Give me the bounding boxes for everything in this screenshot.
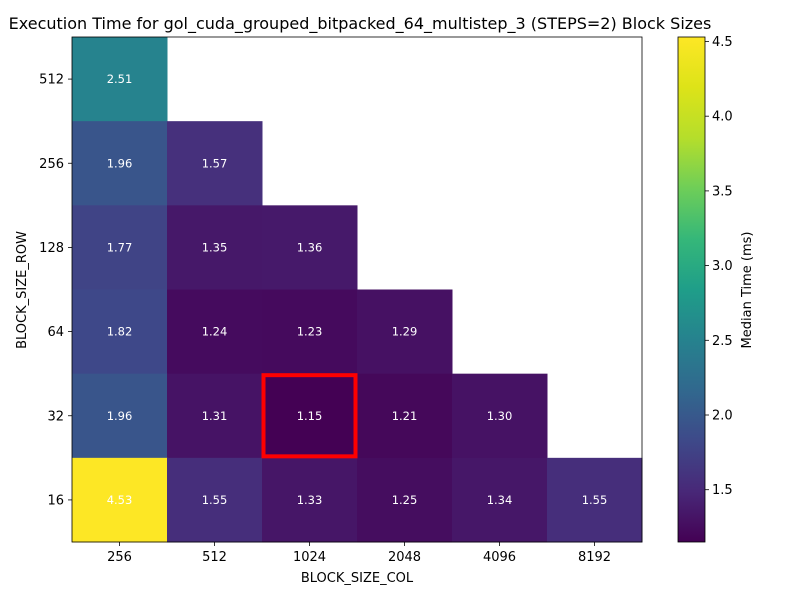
cell-value-label: 1.36 bbox=[297, 240, 323, 254]
heatmap-cell bbox=[547, 457, 643, 543]
colorbar-tick-label: 3.0 bbox=[712, 259, 733, 274]
y-tick-label: 256 bbox=[39, 157, 64, 172]
heatmap-cell bbox=[262, 457, 358, 543]
x-axis-label: BLOCK_SIZE_COL bbox=[301, 571, 414, 586]
cell-value-label: 1.96 bbox=[107, 156, 133, 170]
x-tick-label: 4096 bbox=[483, 550, 516, 565]
heatmap-cell bbox=[262, 205, 358, 290]
cell-value-label: 1.55 bbox=[202, 493, 228, 507]
cell-value-label: 1.34 bbox=[487, 493, 513, 507]
heatmap-cell bbox=[357, 373, 453, 459]
y-tick-label: 64 bbox=[47, 325, 64, 340]
heatmap-cell bbox=[452, 373, 548, 459]
colorbar-ticks: 1.5 2.0 2.5 3.0 3.5 4.0 4.5 bbox=[705, 35, 733, 498]
cell-value-label: 1.57 bbox=[202, 156, 228, 170]
x-axis-ticks: 256 512 1024 2048 4096 8192 bbox=[107, 542, 611, 565]
heatmap-cell bbox=[72, 205, 168, 290]
chart-title: Execution Time for gol_cuda_grouped_bitp… bbox=[9, 14, 712, 34]
y-tick-label: 512 bbox=[39, 73, 64, 88]
cell-value-label: 1.15 bbox=[297, 409, 323, 423]
heatmap-cell bbox=[167, 457, 263, 543]
best-cell-highlight bbox=[261, 373, 358, 459]
cell-value-label: 1.23 bbox=[297, 325, 323, 339]
heatmap-cell bbox=[167, 121, 263, 206]
y-axis-ticks: 512 256 128 64 32 16 bbox=[39, 73, 72, 508]
cell-value-label: 1.24 bbox=[202, 325, 228, 339]
colorbar-tick-label: 1.5 bbox=[712, 483, 733, 498]
heatmap-cell bbox=[452, 457, 548, 543]
highlight-box bbox=[261, 373, 358, 459]
heatmap-cell bbox=[72, 121, 168, 206]
cell-value-label: 2.51 bbox=[107, 72, 133, 86]
x-tick-label: 8192 bbox=[578, 550, 611, 565]
heatmap-cell bbox=[72, 289, 168, 375]
colorbar-tick-label: 4.5 bbox=[712, 35, 733, 50]
plot-frame bbox=[71, 36, 643, 543]
cell-value-label: 1.77 bbox=[107, 240, 133, 254]
y-tick-label: 128 bbox=[39, 241, 64, 256]
cell-value-label: 1.96 bbox=[107, 409, 133, 423]
x-tick-label: 512 bbox=[202, 550, 227, 565]
heatmap-cell bbox=[262, 289, 358, 375]
colorbar bbox=[677, 36, 706, 543]
heatmap-cell bbox=[357, 289, 453, 375]
heatmap-cell bbox=[262, 373, 358, 459]
cell-value-label: 1.33 bbox=[297, 493, 323, 507]
x-tick-label: 2048 bbox=[388, 550, 421, 565]
y-tick-label: 16 bbox=[47, 493, 64, 508]
colorbar-tick-label: 3.5 bbox=[712, 184, 733, 199]
heatmap-cells bbox=[72, 37, 643, 543]
colorbar-label: Median Time (ms) bbox=[740, 232, 755, 349]
heatmap-cell bbox=[72, 457, 168, 543]
cell-value-label: 1.25 bbox=[392, 493, 418, 507]
heatmap-cell bbox=[167, 205, 263, 290]
heatmap-cell bbox=[167, 373, 263, 459]
colorbar-tick-label: 2.5 bbox=[712, 334, 733, 349]
x-tick-label: 1024 bbox=[293, 550, 326, 565]
x-tick-label: 256 bbox=[107, 550, 132, 565]
colorbar-tick-label: 2.0 bbox=[712, 409, 733, 424]
cell-value-label: 1.21 bbox=[392, 409, 418, 423]
heatmap-cell bbox=[357, 457, 453, 543]
y-tick-label: 32 bbox=[47, 409, 64, 424]
heatmap-cell-labels: 2.51 1.96 1.57 1.77 1.35 1.36 1.82 1.24 1.23 1.29… bbox=[107, 72, 608, 507]
heatmap-cell bbox=[167, 289, 263, 375]
cell-value-label: 1.29 bbox=[392, 325, 418, 339]
cell-value-label: 1.30 bbox=[487, 409, 513, 423]
cell-value-label: 1.31 bbox=[202, 409, 228, 423]
heatmap-cell bbox=[72, 37, 168, 122]
cell-value-label: 1.35 bbox=[202, 240, 228, 254]
heatmap-cell bbox=[72, 373, 168, 459]
y-axis-label: BLOCK_SIZE_ROW bbox=[15, 231, 30, 349]
cell-value-label: 1.82 bbox=[107, 325, 133, 339]
colorbar-tick-label: 4.0 bbox=[712, 110, 733, 125]
cell-value-label: 1.55 bbox=[582, 493, 608, 507]
cell-value-label: 4.53 bbox=[107, 493, 133, 507]
